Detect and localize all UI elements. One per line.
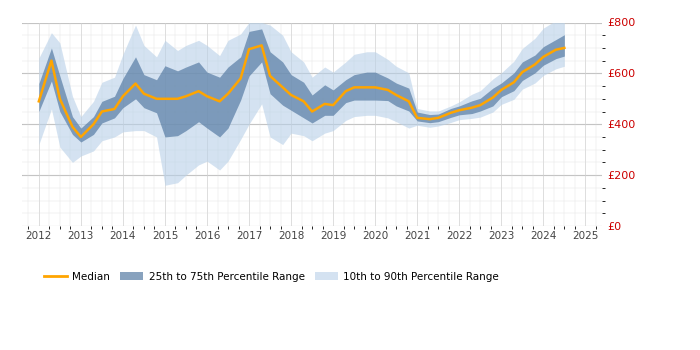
Legend: Median, 25th to 75th Percentile Range, 10th to 90th Percentile Range: Median, 25th to 75th Percentile Range, 1… <box>40 267 503 286</box>
